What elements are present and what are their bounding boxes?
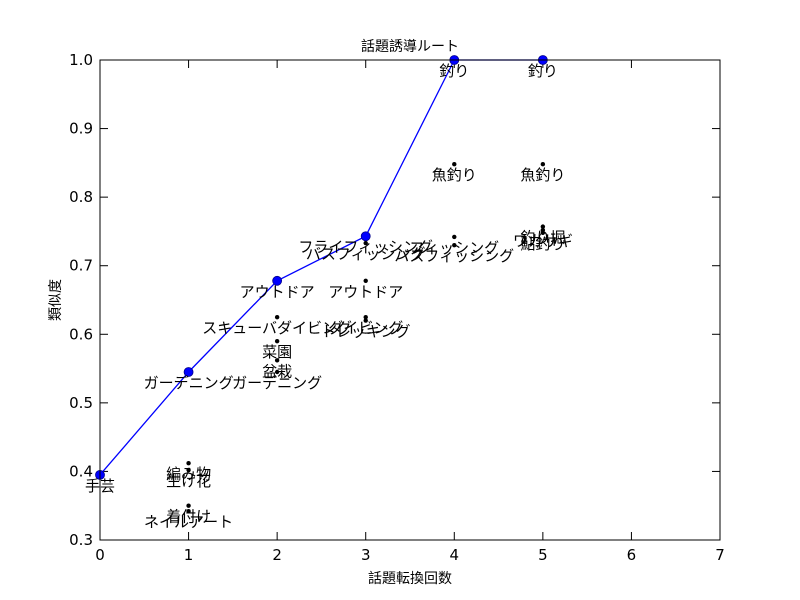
y-tick-label: 0.4: [69, 462, 93, 480]
x-tick-label: 2: [272, 546, 282, 564]
point-label: 生け花: [166, 472, 211, 490]
point-label: フライフィッシング: [298, 238, 433, 256]
point-label: スキューバダイビング: [202, 319, 352, 337]
candidate-point: [274, 338, 280, 344]
point-label: 魚釣り: [432, 166, 477, 184]
route-point: [272, 275, 283, 286]
candidate-point: [363, 314, 368, 320]
y-tick-label: 0.7: [69, 257, 93, 275]
point-label: トレッキング: [321, 323, 411, 341]
candidate-point: [540, 162, 546, 167]
x-tick-label: 7: [715, 546, 725, 564]
point-label: アウトドア: [240, 283, 315, 301]
candidate-point: [274, 369, 280, 375]
route-point: [360, 231, 371, 242]
y-axis-title: 類似度: [48, 279, 64, 321]
point-label: 魚釣り: [520, 166, 565, 184]
y-tick-label: 0.8: [69, 188, 93, 206]
x-axis-title: 話題転換回数: [368, 570, 452, 587]
candidate-point: [274, 358, 280, 363]
point-label: ガーデニング: [232, 374, 322, 392]
candidate-point: [540, 224, 546, 229]
point-label: 釣り堀: [520, 229, 565, 247]
y-tick-label: 0.6: [69, 325, 93, 343]
candidate-point: [363, 318, 368, 323]
point-label: ダイビング: [328, 319, 403, 337]
point-labels: 手芸ガーデニング編み物生け花着付けネイルアートアウトドアスキューバダイビング菜園…: [85, 62, 573, 531]
x-tick-label: 6: [627, 546, 637, 564]
x-tick-label: 4: [450, 546, 460, 564]
chart-title: 話題誘導ルート: [361, 38, 459, 55]
candidate-point: [186, 467, 191, 473]
point-label: 菜園: [262, 343, 292, 361]
x-tick-label: 3: [361, 546, 371, 564]
point-label: 着付け: [166, 508, 211, 526]
candidate-point: [274, 314, 280, 320]
candidate-point: [540, 230, 546, 235]
point-label: アウトドア: [328, 283, 403, 301]
y-tick-label: 0.3: [69, 531, 93, 549]
candidate-point: [186, 503, 191, 508]
point-label: ワカサギ: [513, 232, 573, 250]
y-tick-label: 0.5: [69, 394, 93, 412]
point-label: ネイルアート: [144, 513, 233, 531]
candidate-point: [363, 278, 368, 283]
point-label: バスフィッシング: [306, 245, 426, 263]
point-label: 釣り: [528, 62, 558, 80]
plot-frame: [99, 59, 721, 541]
point-label: 編み物: [166, 465, 211, 483]
point-label: 釣り: [439, 62, 469, 80]
point-label: 盆栽: [262, 362, 292, 380]
point-label: バスフィッシング: [394, 247, 514, 265]
point-label: フィッシング: [409, 239, 499, 257]
candidate-point: [452, 234, 457, 240]
candidate-point: [186, 461, 191, 466]
x-tick-label: 1: [184, 546, 194, 564]
plot-area: [100, 60, 720, 540]
candidate-point: [452, 242, 457, 248]
x-tick-label: 0: [95, 546, 105, 564]
point-label: 鮎釣り: [520, 235, 565, 253]
y-tick-label: 1.0: [69, 51, 93, 69]
candidate-point: [186, 509, 191, 514]
route-point: [183, 367, 194, 377]
y-tick-label: 0.9: [69, 120, 93, 138]
x-tick-label: 5: [538, 546, 548, 564]
candidate-point: [363, 240, 368, 246]
point-label: ガーデニング: [144, 374, 234, 392]
candidate-point: [452, 162, 457, 167]
